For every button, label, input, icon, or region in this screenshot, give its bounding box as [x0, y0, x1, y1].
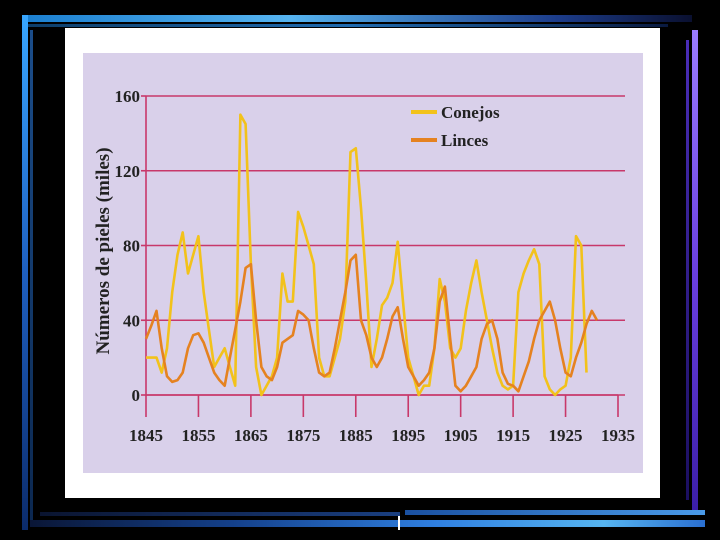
bottom-frame-bar-right: [405, 510, 705, 515]
legend-label: Conejos: [441, 103, 500, 122]
x-tick-label: 1865: [234, 426, 268, 445]
bottom-divider-mark: [398, 516, 400, 530]
top-frame-bar-inner: [28, 24, 668, 27]
right-frame-bar: [692, 30, 698, 510]
x-tick-label: 1855: [181, 426, 215, 445]
population-chart: 0 40 80 120 160 1845 1855 1865 1875 1885 1895 1905…: [83, 53, 643, 473]
y-tick-label: 40: [123, 311, 140, 330]
y-tick-label: 0: [132, 386, 141, 405]
left-frame-bar: [22, 15, 28, 530]
chart-card: 0 40 80 120 160 1845 1855 1865 1875 1885 1895 1905…: [65, 28, 660, 498]
left-frame-bar-inner: [30, 30, 33, 520]
bottom-frame-bar-left: [40, 512, 400, 516]
series-lines: [144, 113, 599, 397]
x-tick-label: 1905: [444, 426, 478, 445]
y-axis-label: Números de pieles (miles): [93, 147, 114, 354]
x-tick-label: 1885: [339, 426, 373, 445]
top-frame-bar: [22, 15, 692, 22]
y-axis-ticks: 0 40 80 120 160: [115, 87, 147, 405]
bottom-frame-bar: [30, 520, 705, 527]
x-tick-label: 1845: [129, 426, 163, 445]
x-tick-label: 1875: [286, 426, 320, 445]
x-tick-label: 1925: [549, 426, 583, 445]
x-axis-ticks: 1845 1855 1865 1875 1885 1895 1905 1915 1925 1935: [129, 394, 635, 445]
chart-legend: Conejos Linces: [411, 103, 500, 150]
x-tick-label: 1915: [496, 426, 530, 445]
legend-label: Linces: [441, 131, 489, 150]
series-line-linces: [144, 253, 599, 393]
y-tick-label: 120: [115, 162, 141, 181]
y-tick-label: 80: [123, 237, 140, 256]
x-tick-label: 1895: [391, 426, 425, 445]
y-tick-label: 160: [115, 87, 141, 106]
right-frame-bar-inner: [686, 40, 689, 500]
x-tick-label: 1935: [601, 426, 635, 445]
plot-background: [83, 53, 643, 473]
